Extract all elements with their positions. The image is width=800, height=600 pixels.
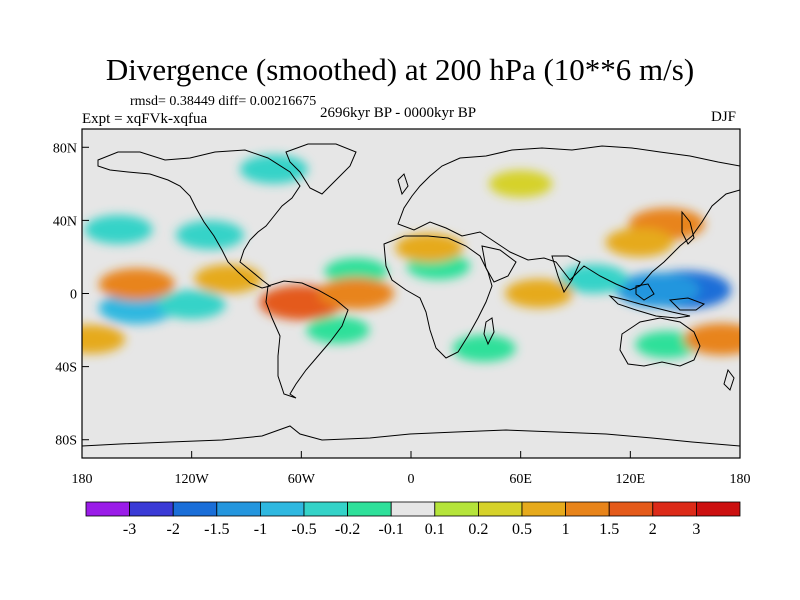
lat-tick-label: 80N: [53, 141, 77, 156]
lon-tick-label: 60W: [288, 472, 316, 487]
colorbar-swatch-10: [521, 501, 566, 517]
lon-tick-label: 180: [72, 472, 93, 487]
lon-tick-label: 120W: [175, 472, 210, 487]
coastline-india: [551, 255, 581, 294]
experiment-label: Expt = xqFVk-xqfua: [82, 111, 208, 127]
colorbar-swatch-1: [129, 501, 174, 517]
coastline-africa: [383, 235, 493, 359]
field-patch-14: [194, 264, 263, 294]
coastline-borneo: [635, 283, 655, 301]
field-patch-10: [306, 316, 370, 344]
colorbar-label: 1: [562, 521, 570, 538]
divergence-field: [82, 154, 740, 362]
field-patch-2: [559, 264, 628, 294]
colorbar-swatch-12: [608, 501, 654, 517]
field-patch-20: [605, 227, 674, 257]
field-patch-7: [239, 154, 308, 184]
field-patch-12: [635, 331, 699, 359]
colorbar: -3 -2 -1.5 -1 -0.5 -0.2 -0.1 0.1 0.2 0.5 1 1.5 2 3: [85, 501, 741, 538]
field-patch-13: [98, 268, 175, 301]
field-patch-22: [82, 324, 126, 354]
field-patch-5: [84, 215, 153, 245]
colorbar-swatch-8: [434, 501, 479, 517]
field-patch-11: [452, 334, 516, 362]
coastline-japan: [681, 210, 695, 245]
colorbar-swatch-11: [565, 501, 610, 517]
lat-tick-label: 40N: [53, 214, 77, 229]
coastline-uk: [397, 173, 409, 196]
coastline-south-america: [265, 280, 349, 399]
coastline-eurasia: [397, 145, 740, 291]
field-patch-6: [175, 220, 244, 250]
field-patch-17: [395, 233, 464, 263]
rmsd-diff-stats: rmsd= 0.38449 diff= 0.00216675: [130, 94, 317, 109]
lat-tick-label: 80S: [55, 434, 77, 449]
colorbar-label: 1.5: [599, 521, 619, 538]
colorbar-swatch-2: [172, 501, 218, 517]
field-patch-16: [318, 277, 395, 310]
lat-tick-label: 40S: [55, 361, 77, 376]
colorbar-swatch-6: [347, 501, 392, 517]
colorbar-label: 2: [649, 521, 657, 538]
colorbar-label: 0.5: [512, 521, 532, 538]
colorbar-label: -1.5: [204, 521, 229, 538]
period-label: 2696kyr BP - 0000kyr BP: [320, 105, 477, 121]
colorbar-swatch-9: [477, 501, 523, 517]
field-patch-1: [615, 272, 700, 308]
coastlines: [82, 143, 740, 447]
colorbar-label: -0.5: [291, 521, 316, 538]
axis-ticks: 80N 40N 0 40S 80S 180 120W 60W 0 60E 120E 180: [53, 141, 751, 487]
field-patch-4: [157, 289, 226, 319]
field-patch-3: [98, 292, 175, 325]
map-plot-area: [81, 128, 741, 459]
field-patch-23: [489, 170, 553, 198]
lat-tick-label: 0: [70, 288, 77, 303]
colorbar-label: -3: [123, 521, 136, 538]
field-patch-18: [504, 279, 573, 308]
coastline-north-america: [97, 149, 301, 289]
colorbar-swatch-4: [259, 501, 305, 517]
colorbar-label: -1: [254, 521, 267, 538]
season-label: DJF: [711, 109, 737, 125]
coastline-australia: [619, 317, 701, 367]
coastline-new-zealand: [723, 368, 735, 391]
plot-title: Divergence (smoothed) at 200 hPa (10**6 …: [105, 52, 695, 87]
colorbar-swatch-3: [216, 501, 261, 517]
coastline-greenland: [285, 143, 357, 195]
colorbar-label: -0.2: [335, 521, 360, 538]
field-patch-21: [683, 323, 740, 356]
colorbar-swatch-0: [85, 501, 130, 517]
coastline-arabia: [481, 245, 517, 283]
colorbar-label: 0.2: [468, 521, 488, 538]
coastline-indonesia: [608, 295, 691, 319]
coastline-antarctica: [82, 425, 740, 447]
colorbar-label: -0.1: [379, 521, 404, 538]
colorbar-label: -2: [167, 521, 180, 538]
field-patch-8: [324, 257, 388, 286]
lon-tick-label: 180: [730, 472, 751, 487]
coastline-new-guinea: [668, 297, 706, 311]
colorbar-swatch-13: [652, 501, 697, 517]
lon-tick-label: 0: [408, 472, 415, 487]
coastline-madagascar: [483, 317, 495, 346]
colorbar-swatch-14: [696, 501, 741, 517]
colorbar-swatch-5: [303, 501, 348, 517]
colorbar-swatch-7: [390, 501, 436, 517]
lon-tick-label: 120E: [616, 472, 646, 487]
lon-tick-label: 60E: [509, 472, 532, 487]
colorbar-label: 0.1: [425, 521, 445, 538]
colorbar-label: 3: [692, 521, 700, 538]
